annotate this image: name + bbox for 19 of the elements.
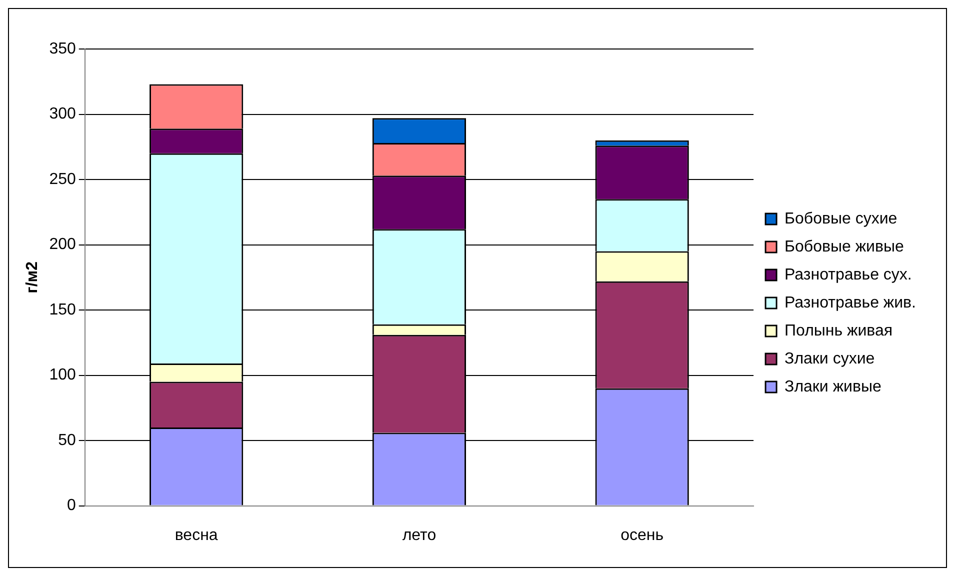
x-tick-label: лето xyxy=(402,526,436,544)
y-tick-label: 0 xyxy=(66,497,76,514)
y-tick-label: 350 xyxy=(49,40,76,58)
legend-label: Разнотравье сух. xyxy=(784,266,912,284)
legend-label: Злаки сухие xyxy=(784,350,875,368)
legend-label: Бобовые живые xyxy=(784,238,904,256)
legend-label: Разнотравье жив. xyxy=(784,294,916,312)
y-tick-label: 250 xyxy=(49,170,76,188)
y-tick-label: 150 xyxy=(49,301,76,318)
x-tick-label: весна xyxy=(174,526,218,544)
y-tick-label: 50 xyxy=(58,432,76,449)
y-tick-label: 300 xyxy=(49,106,76,123)
legend-label: Злаки живые xyxy=(784,378,882,396)
legend-label: Бобовые сухие xyxy=(784,210,898,228)
y-tick-label: 100 xyxy=(49,366,76,384)
legend-label: Полынь живая xyxy=(784,322,893,340)
y-tick-label: 200 xyxy=(49,236,76,254)
y-axis-title: г/м2 xyxy=(24,261,42,294)
x-tick-label: осень xyxy=(620,526,664,544)
